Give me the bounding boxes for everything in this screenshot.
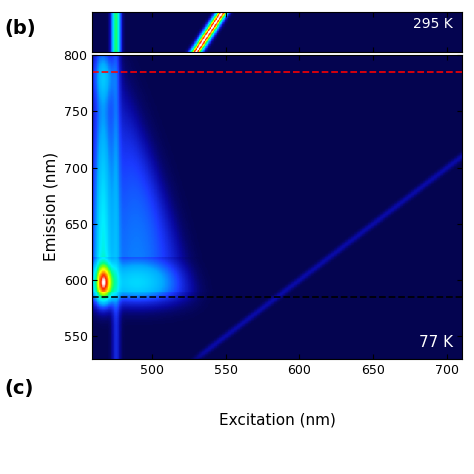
Text: Excitation (nm): Excitation (nm) <box>219 412 336 428</box>
Text: (b): (b) <box>5 19 36 38</box>
Y-axis label: Emission (nm): Emission (nm) <box>43 152 58 262</box>
Text: 77 K: 77 K <box>419 335 453 350</box>
Text: 295 K: 295 K <box>413 17 453 31</box>
Text: (c): (c) <box>5 379 34 398</box>
